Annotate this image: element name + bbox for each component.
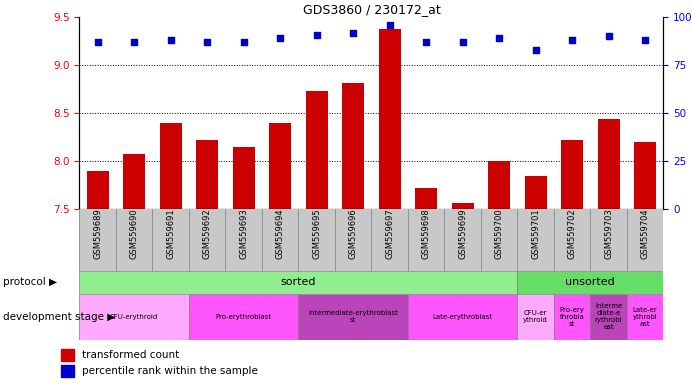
Bar [79, 271, 518, 294]
Bar [61, 349, 74, 361]
Point [92, 39, 103, 45]
Text: development stage ▶: development stage ▶ [3, 312, 115, 322]
Title: GDS3860 / 230172_at: GDS3860 / 230172_at [303, 3, 440, 16]
Point [530, 47, 541, 53]
Bar [123, 154, 145, 209]
Text: CFU-erythroid: CFU-erythroid [110, 314, 158, 320]
Text: transformed count: transformed count [82, 350, 179, 360]
Text: Late-er
ythrobl
ast: Late-er ythrobl ast [633, 307, 658, 327]
Bar [590, 294, 627, 340]
Bar [160, 123, 182, 209]
Bar [408, 294, 518, 340]
Bar [87, 171, 108, 209]
Text: percentile rank within the sample: percentile rank within the sample [82, 366, 258, 376]
Bar [379, 29, 401, 209]
Bar [189, 294, 299, 340]
Text: Intermediate-erythroblast
st: Intermediate-erythroblast st [308, 310, 398, 323]
Point [421, 39, 432, 45]
Bar [488, 161, 510, 209]
Point [129, 39, 140, 45]
Point [457, 39, 468, 45]
Bar [598, 119, 620, 209]
Bar [554, 294, 590, 340]
Bar [627, 294, 663, 340]
Text: protocol ▶: protocol ▶ [3, 277, 57, 287]
Point [311, 31, 322, 38]
Bar [452, 202, 473, 209]
Bar [233, 147, 254, 209]
Bar [269, 123, 291, 209]
Bar [561, 140, 583, 209]
Bar [518, 271, 663, 294]
Text: unsorted: unsorted [565, 277, 615, 287]
Point [384, 22, 395, 28]
Bar [524, 176, 547, 209]
Text: Pro-erythroblast: Pro-erythroblast [216, 314, 272, 320]
Point [165, 37, 176, 43]
Point [238, 39, 249, 45]
Text: sorted: sorted [281, 277, 316, 287]
Bar [79, 294, 189, 340]
Point [202, 39, 213, 45]
Point [274, 35, 285, 41]
Bar [518, 294, 554, 340]
Text: CFU-er
ythroid: CFU-er ythroid [523, 310, 548, 323]
Text: Late-erythroblast: Late-erythroblast [433, 314, 493, 320]
Point [640, 37, 651, 43]
Point [348, 30, 359, 36]
Bar [305, 91, 328, 209]
Text: Interme
diate-e
rythrobl
ast: Interme diate-e rythrobl ast [595, 303, 623, 330]
Point [567, 37, 578, 43]
Bar [299, 294, 408, 340]
Bar [61, 365, 74, 377]
Bar [196, 140, 218, 209]
Point [603, 33, 614, 40]
Point [493, 35, 504, 41]
Bar [415, 188, 437, 209]
Bar [634, 142, 656, 209]
Text: Pro-ery
throbla
st: Pro-ery throbla st [560, 307, 585, 327]
Bar [342, 83, 364, 209]
